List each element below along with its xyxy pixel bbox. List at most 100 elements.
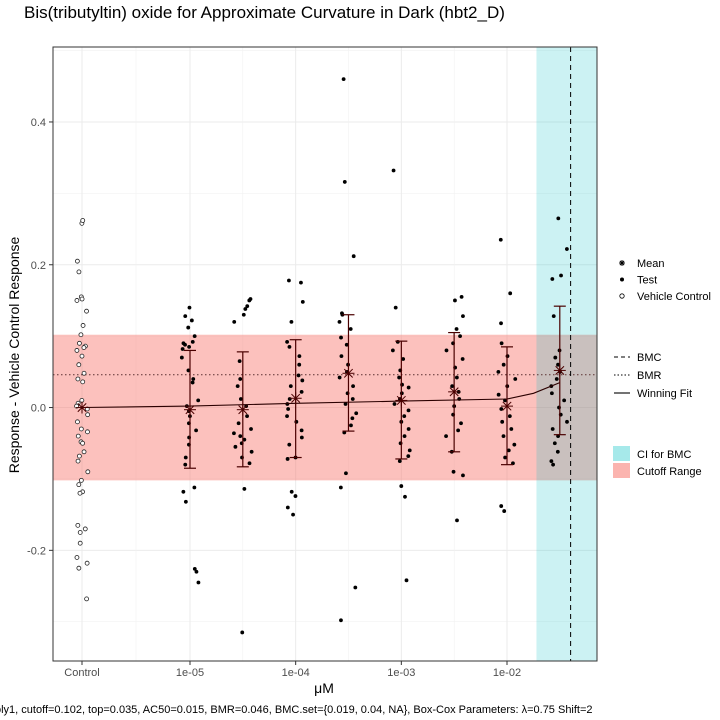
test-point <box>238 377 243 381</box>
test-point <box>235 384 240 389</box>
mean-marker <box>289 392 302 405</box>
test-point <box>180 347 185 351</box>
test-point <box>455 518 459 523</box>
legend-label: BMC <box>637 352 662 364</box>
test-point <box>406 408 411 413</box>
test-point <box>194 428 198 433</box>
test-point <box>192 567 197 571</box>
vehicle-control-point <box>74 258 80 264</box>
test-point <box>183 455 188 460</box>
test-point <box>285 457 290 461</box>
test-point <box>183 314 188 319</box>
test-point <box>249 449 254 454</box>
test-point <box>499 341 504 346</box>
test-point <box>191 377 196 381</box>
test-point <box>498 237 503 242</box>
test-point <box>454 327 459 331</box>
vehicle-control-point <box>81 345 87 350</box>
test-point <box>238 434 243 439</box>
cutoff-range-band <box>53 334 597 481</box>
test-point <box>450 384 455 389</box>
vehicle-control-point <box>75 419 80 425</box>
vehicle-control-point <box>84 560 90 566</box>
test-point <box>444 348 449 353</box>
test-point <box>183 462 188 467</box>
test-point <box>196 580 201 585</box>
test-point <box>288 384 293 389</box>
test-point <box>353 585 358 590</box>
test-point <box>496 392 501 397</box>
vehicle-control-point <box>84 596 90 602</box>
test-point <box>509 427 514 431</box>
vehicle-control-point <box>77 530 83 535</box>
vehicle-control-point <box>82 526 88 532</box>
test-point <box>555 449 560 454</box>
test-point <box>549 459 554 463</box>
vehicle-control-point <box>75 433 81 439</box>
test-point <box>551 462 555 467</box>
test-point <box>508 291 513 296</box>
test-point <box>186 325 191 330</box>
test-point <box>513 377 518 381</box>
test-point <box>183 499 188 504</box>
vehicle-control-point <box>75 458 81 464</box>
test-point <box>190 339 195 344</box>
test-point <box>342 180 347 184</box>
test-point <box>297 354 302 359</box>
vehicle-control-point <box>76 565 82 571</box>
test-point <box>406 454 411 458</box>
test-point <box>293 494 298 498</box>
test-point <box>289 489 294 494</box>
vehicle-control-point <box>85 412 91 418</box>
test-point <box>444 434 448 439</box>
bmc-ci-band <box>536 47 597 661</box>
test-point <box>348 327 353 331</box>
test-point <box>181 489 186 494</box>
test-point <box>236 421 241 426</box>
test-point <box>400 382 404 387</box>
test-point <box>296 373 301 378</box>
test-point <box>243 307 248 311</box>
test-point <box>294 419 299 424</box>
x-axis-ticks: Control 1e-05 1e-04 1e-03 1e-02 <box>64 661 521 679</box>
plot-background <box>53 47 597 661</box>
test-point <box>506 448 511 453</box>
test-point <box>550 277 555 281</box>
test-point <box>300 378 305 383</box>
test-point <box>501 434 506 439</box>
test-point <box>551 314 556 319</box>
test-point <box>339 618 343 623</box>
legend: Mean Test Vehicle Control BMC BMR Winning Fit… <box>613 258 711 478</box>
test-point <box>402 414 407 419</box>
test-point <box>502 509 507 513</box>
vehicle-control-point <box>76 362 82 368</box>
test-point <box>299 280 303 285</box>
test-point <box>287 344 292 349</box>
test-point <box>232 319 237 324</box>
mean-marker <box>553 364 566 377</box>
vehicle-control-point <box>81 370 87 376</box>
y-axis-title: Response - Vehicle Control Response <box>6 236 22 473</box>
mean-markers <box>76 364 566 416</box>
test-point <box>287 397 292 401</box>
test-point <box>453 298 457 303</box>
vehicle-control-point <box>80 218 86 223</box>
test-point <box>194 569 199 574</box>
test-point <box>350 397 355 401</box>
plot-frame <box>52 46 598 662</box>
vehicle-control-point <box>80 379 86 385</box>
data-points <box>74 77 569 635</box>
test-point <box>286 407 291 411</box>
legend-mean-symbol <box>619 260 625 266</box>
test-point <box>247 461 252 466</box>
test-point <box>245 304 250 309</box>
mean-marker <box>76 401 88 414</box>
test-point <box>451 469 456 474</box>
x-tick-label: 1e-03 <box>387 667 415 679</box>
test-point <box>299 435 304 440</box>
test-point <box>297 362 302 367</box>
test-point <box>287 278 291 283</box>
vehicle-control-point <box>81 449 87 455</box>
test-point <box>552 441 557 446</box>
mean-marker <box>395 394 408 407</box>
